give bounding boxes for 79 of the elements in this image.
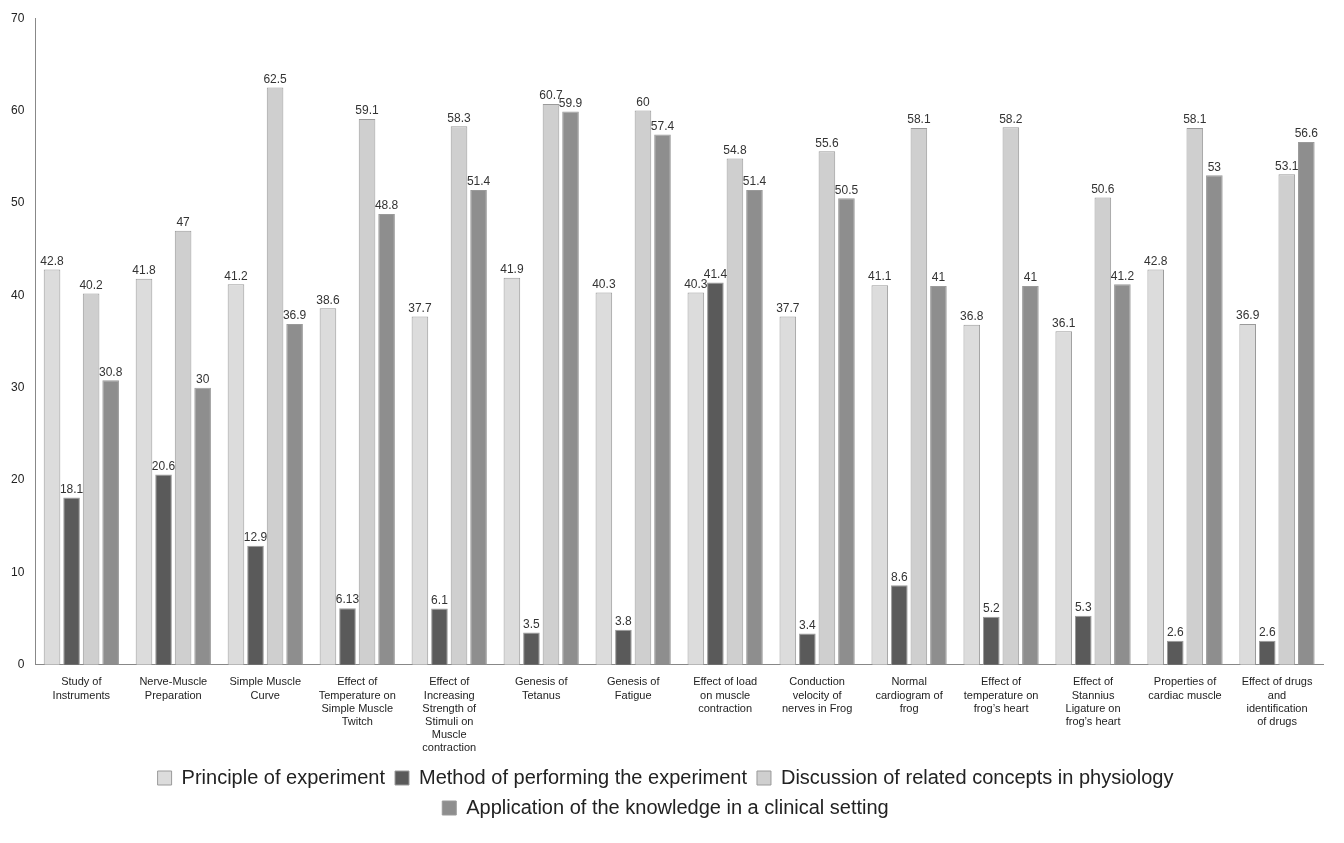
data-label: 36.1 xyxy=(1052,315,1076,330)
data-label: 47 xyxy=(176,214,191,229)
x-tick-label: Genesis of Tetanus xyxy=(514,675,569,701)
data-label: 38.6 xyxy=(316,292,340,307)
legend-label: Method of performing the experiment xyxy=(419,765,748,788)
data-label: 58.1 xyxy=(1183,112,1207,127)
data-label: 41 xyxy=(931,270,946,285)
y-tick-label: 50 xyxy=(10,195,25,210)
x-tick-label: Effect of drugs and identification of drugs xyxy=(1241,675,1313,728)
y-tick-label: 0 xyxy=(17,657,25,672)
legend-label: Principle of experiment xyxy=(181,765,386,788)
data-label: 42.8 xyxy=(1144,253,1168,268)
data-label: 20.6 xyxy=(151,458,176,473)
data-label: 60 xyxy=(636,94,650,109)
y-tick-label: 60 xyxy=(10,102,25,117)
data-label: 58.1 xyxy=(907,112,931,127)
data-label: 42.8 xyxy=(40,253,65,268)
data-label: 58.2 xyxy=(999,111,1023,126)
data-label: 41.1 xyxy=(868,269,892,284)
data-label: 51.4 xyxy=(466,174,491,189)
legend-label: Discussion of related concepts in physiology xyxy=(780,765,1174,788)
data-label: 18.1 xyxy=(59,481,84,496)
data-label: 41.8 xyxy=(132,263,156,277)
data-label: 41 xyxy=(1023,270,1038,285)
data-label: 58.3 xyxy=(447,110,472,125)
data-label: 12.9 xyxy=(243,529,268,544)
x-tick-label: Effect of Temperature on Simple Muscle Twitch xyxy=(318,675,396,728)
data-label: 36.9 xyxy=(282,308,307,323)
legend-label: Application of the knowledge in a clinical setting xyxy=(466,795,889,818)
x-tick-label: Simple Muscle Curve xyxy=(229,675,302,701)
x-tick-label: Conduction velocity of nerves in Frog xyxy=(781,675,853,714)
data-label: 36.8 xyxy=(960,309,984,324)
x-tick-label: Effect of Stannius Ligature on frog’s heart xyxy=(1065,675,1121,728)
data-label: 3.8 xyxy=(615,614,633,629)
x-tick-label: Nerve-Muscle Preparation xyxy=(139,675,208,701)
data-label: 36.9 xyxy=(1236,308,1260,323)
data-label: 8.6 xyxy=(891,569,908,584)
x-tick-label: Effect of load on muscle contraction xyxy=(693,675,758,714)
y-tick-label: 40 xyxy=(10,287,25,302)
y-tick-label: 10 xyxy=(10,564,25,579)
data-label: 56.6 xyxy=(1294,126,1319,141)
data-label: 3.5 xyxy=(523,616,541,631)
x-tick-label: Effect of temperature on frog’s heart xyxy=(963,675,1039,714)
data-label: 55.6 xyxy=(815,135,839,150)
x-tick-label: Study of Instruments xyxy=(52,675,111,701)
data-label: 5.3 xyxy=(1074,600,1092,615)
data-label: 2.6 xyxy=(1166,625,1184,640)
data-label: 41.2 xyxy=(1110,268,1135,283)
data-label: 41.9 xyxy=(500,262,524,277)
data-label: 48.8 xyxy=(374,198,399,213)
data-label: 6.13 xyxy=(335,592,360,607)
x-tick-label: Normal cardiogram of frog xyxy=(875,675,944,714)
data-label: 37.7 xyxy=(408,300,432,315)
data-label: 6.1 xyxy=(431,592,449,607)
data-label: 53 xyxy=(1207,159,1222,174)
x-tick-label: Genesis of Fatigue xyxy=(606,675,661,701)
data-label: 57.4 xyxy=(650,118,675,133)
data-label: 40.2 xyxy=(79,277,104,292)
data-label: 3.4 xyxy=(799,617,817,632)
data-label: 51.4 xyxy=(742,174,767,189)
y-tick-label: 30 xyxy=(10,380,25,394)
data-label: 40.3 xyxy=(684,276,708,291)
data-label: 2.6 xyxy=(1258,625,1276,640)
data-label: 53.1 xyxy=(1275,158,1299,173)
data-label: 40.3 xyxy=(592,276,616,291)
data-label: 59.1 xyxy=(355,103,380,118)
data-label: 5.2 xyxy=(982,601,1000,616)
data-label: 50.5 xyxy=(834,182,859,197)
data-label: 30 xyxy=(195,372,210,386)
x-tick-label: Properties of cardiac muscle xyxy=(1148,675,1222,701)
data-label: 41.2 xyxy=(224,268,248,283)
x-tick-label: Effect of Increasing Strength of Stimuli on Muscle contraction xyxy=(422,675,478,754)
data-label: 37.7 xyxy=(776,300,800,315)
y-tick-label: 20 xyxy=(10,472,25,487)
data-label: 50.6 xyxy=(1091,181,1115,196)
y-tick-label: 70 xyxy=(10,10,25,25)
data-label: 30.8 xyxy=(98,364,123,379)
data-label: 62.5 xyxy=(263,71,288,86)
data-label: 54.8 xyxy=(723,142,747,157)
